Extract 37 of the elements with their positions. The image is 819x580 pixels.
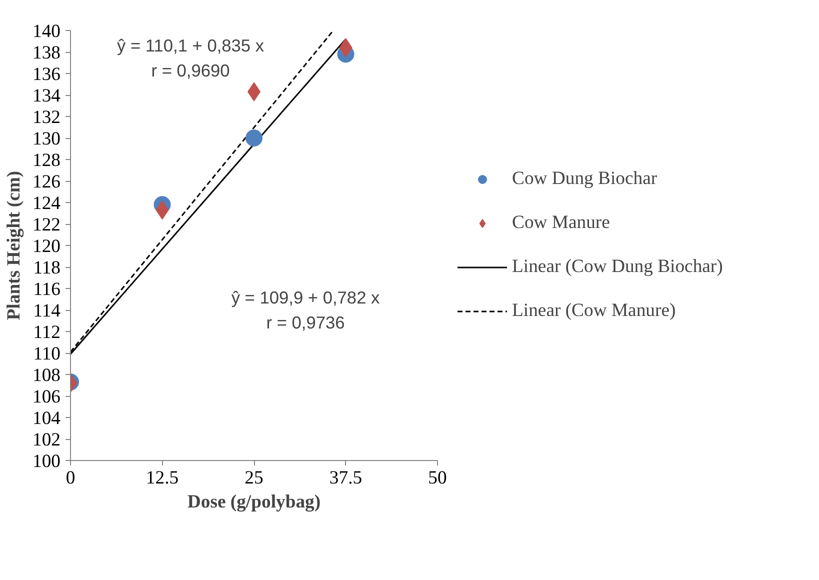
y-tick-label: 138 bbox=[32, 42, 60, 64]
y-tick-label: 130 bbox=[32, 128, 60, 150]
y-tick-label: 116 bbox=[33, 279, 61, 300]
annotation: r = 0,9736 bbox=[266, 312, 345, 332]
legend-label: Linear (Cow Manure) bbox=[512, 300, 676, 322]
legend-label: Cow Manure bbox=[512, 212, 610, 234]
x-tick-label: 37.5 bbox=[329, 468, 362, 488]
y-tick-label: 108 bbox=[32, 365, 60, 386]
y-tick-label: 110 bbox=[33, 344, 61, 364]
y-tick-label: 124 bbox=[32, 193, 62, 214]
y-tick-label: 132 bbox=[32, 107, 60, 128]
y-tick-label: 136 bbox=[32, 64, 60, 85]
x-tick-label: 25 bbox=[244, 468, 264, 488]
y-tick-label: 100 bbox=[32, 451, 60, 472]
x-tick-label: 12.5 bbox=[146, 468, 179, 488]
x-tick-label: 50 bbox=[428, 468, 447, 488]
x-tick-label: 0 bbox=[66, 468, 76, 488]
y-tick-label: 120 bbox=[32, 236, 60, 257]
y-tick-label: 118 bbox=[33, 258, 61, 278]
y-tick-label: 106 bbox=[32, 386, 60, 408]
y-tick-label: 114 bbox=[33, 300, 62, 322]
y-axis-title: Plants Height (cm) bbox=[4, 170, 25, 320]
y-tick-label: 134 bbox=[32, 86, 62, 106]
y-tick-label: 140 bbox=[32, 21, 60, 42]
annotation: ŷ = 110,1 + 0,835 x bbox=[116, 36, 264, 56]
y-tick-label: 122 bbox=[32, 214, 60, 236]
annotation: r = 0,9690 bbox=[151, 60, 230, 80]
y-tick-label: 102 bbox=[32, 430, 60, 450]
y-tick-label: 126 bbox=[32, 172, 60, 192]
legend-label: Linear (Cow Dung Biochar) bbox=[512, 256, 723, 278]
y-tick-label: 128 bbox=[32, 150, 60, 171]
legend-label: Cow Dung Biochar bbox=[512, 168, 658, 190]
y-tick-label: 104 bbox=[32, 408, 62, 429]
annotation: ŷ = 109,9 + 0,782 x bbox=[231, 288, 380, 308]
point bbox=[246, 130, 262, 146]
x-axis-title: Dose (g/polybag) bbox=[187, 492, 321, 512]
y-tick-label: 112 bbox=[33, 322, 61, 343]
